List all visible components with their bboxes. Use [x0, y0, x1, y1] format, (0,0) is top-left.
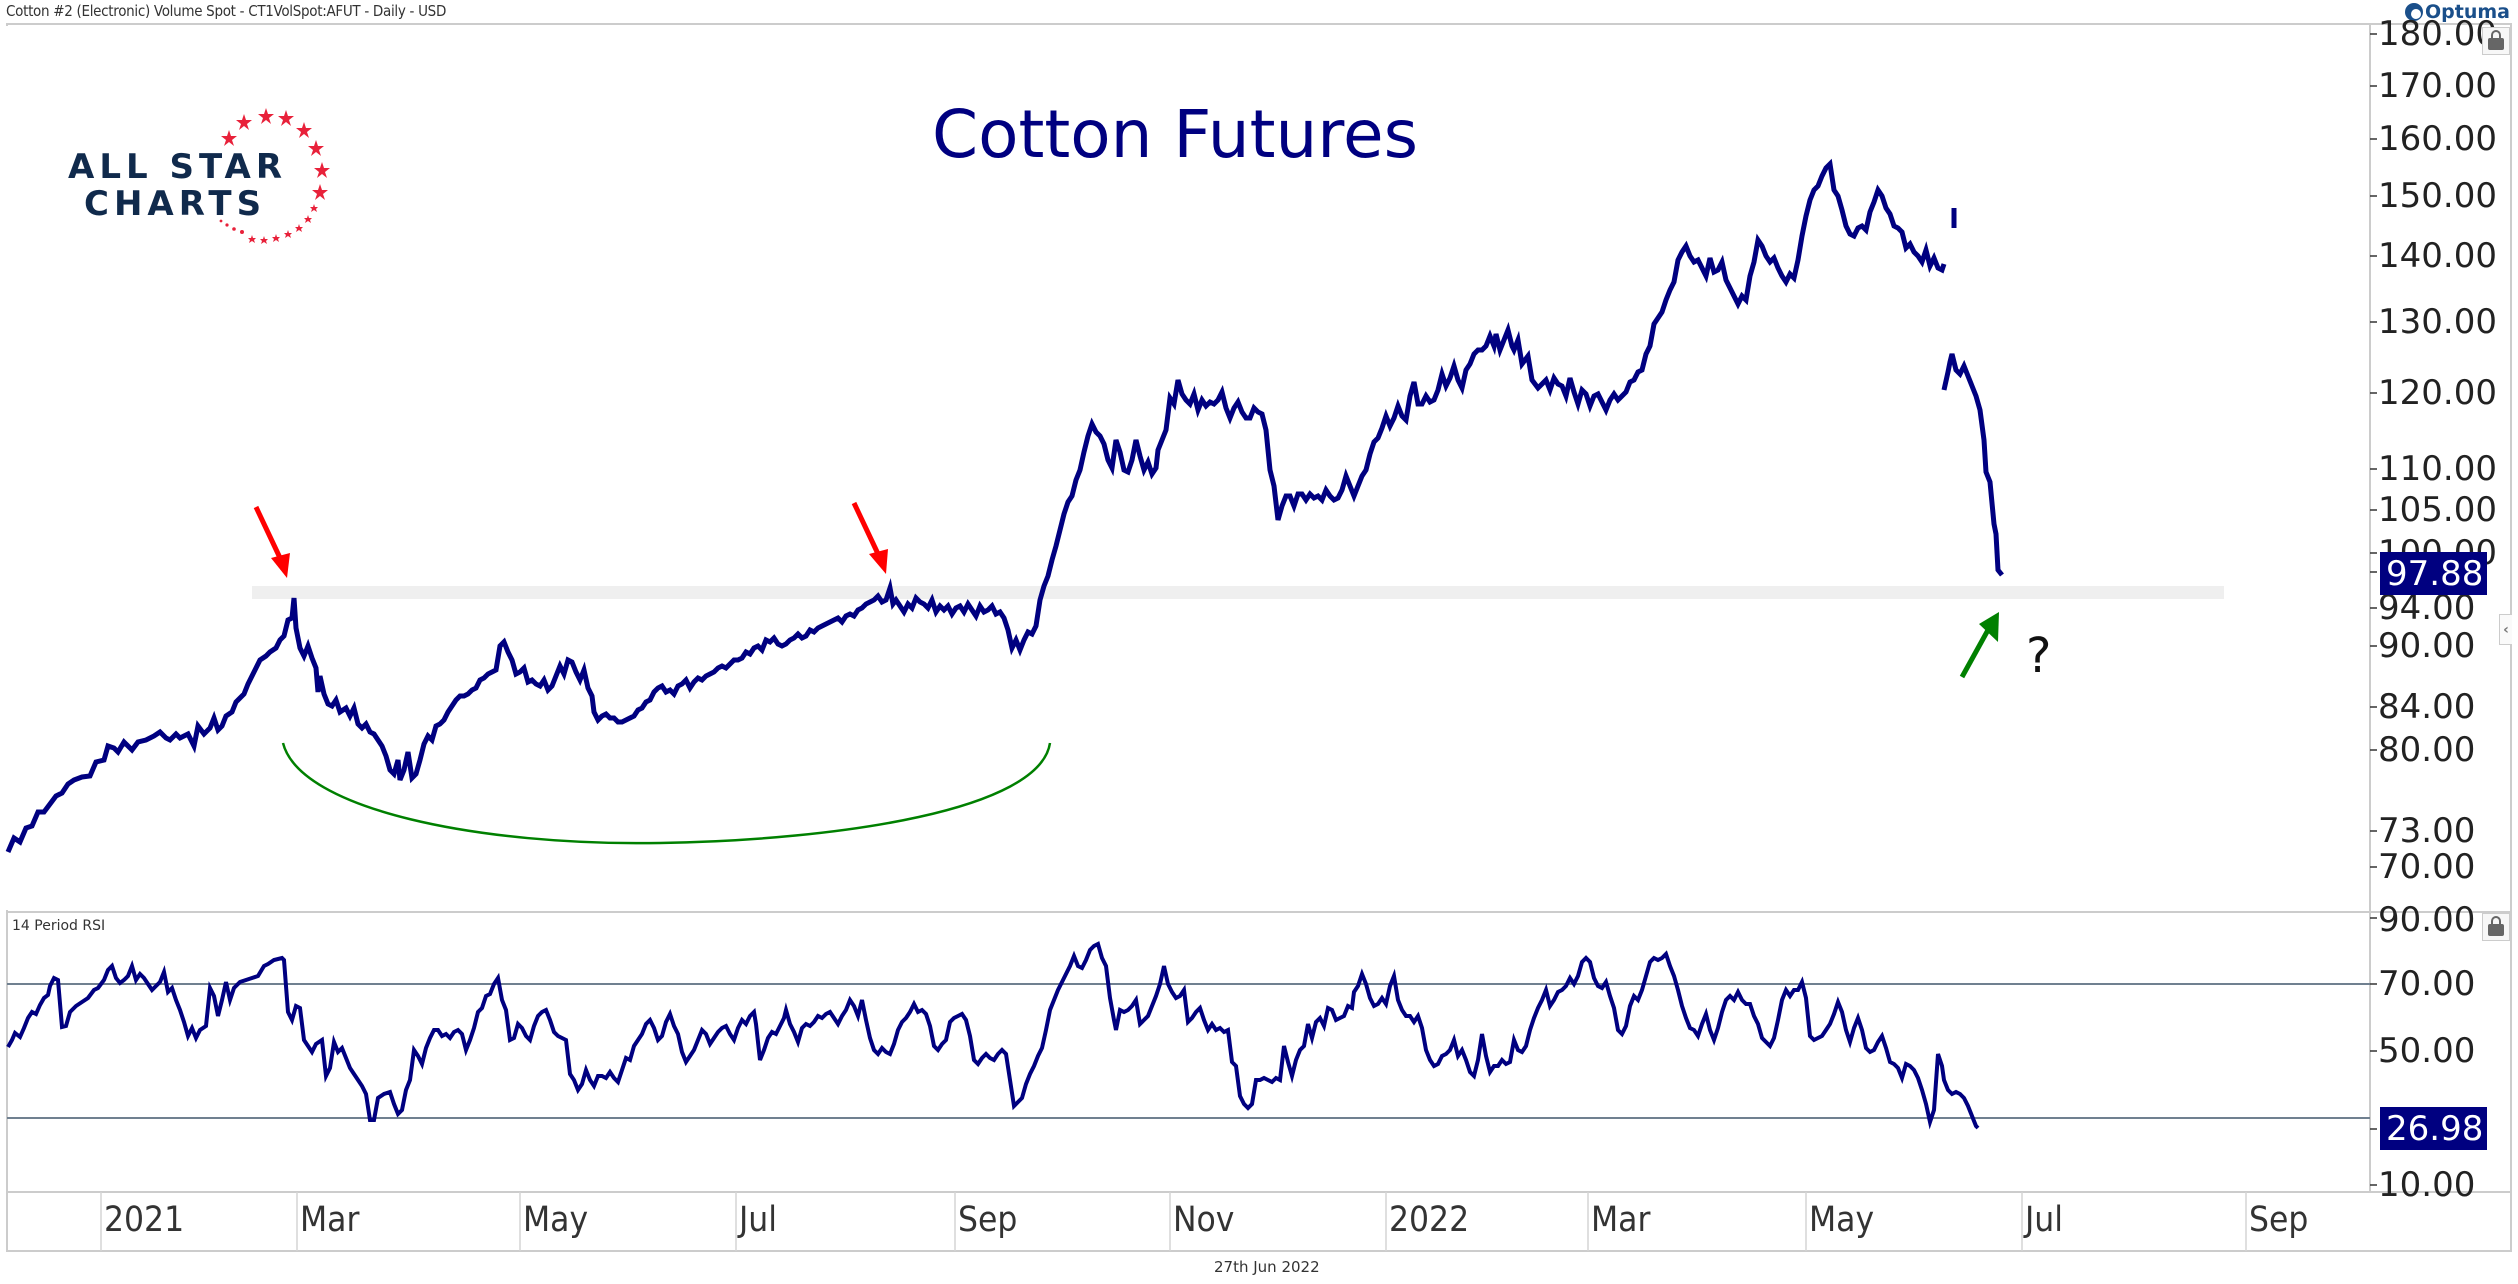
price-tick-84: 84.00	[2378, 687, 2476, 727]
rsi-panel-label: 14 Period RSI	[12, 918, 106, 934]
chart-date-footer: 27th Jun 2022	[1214, 1258, 1320, 1276]
rounding-base-arc	[281, 742, 1052, 845]
x-label-mar-2021: Mar	[300, 1200, 360, 1240]
question-mark-annotation: ?	[2026, 628, 2052, 684]
price-tick-73: 73.00	[2378, 811, 2476, 851]
x-label-jul-2022: Jul	[2025, 1200, 2063, 1240]
rsi-tick-90: 90.00	[2378, 900, 2476, 940]
price-tick-160: 160.00	[2378, 119, 2497, 159]
price-tick-90: 90.00	[2378, 626, 2476, 666]
last-rsi-badge: 26.98	[2380, 1107, 2488, 1150]
x-label-sep-2022: Sep	[2249, 1200, 2309, 1240]
rsi-tick-70: 70.00	[2378, 964, 2476, 1004]
x-label-may-2021: May	[523, 1200, 589, 1240]
x-axis-dividers	[100, 1192, 2247, 1251]
x-label-sep-2021: Sep	[958, 1200, 1018, 1240]
last-price-badge: 97.88	[2380, 552, 2488, 595]
rsi-line	[6, 941, 1980, 1130]
resistance-band-2	[252, 586, 2224, 599]
x-label-may-2022: May	[1809, 1200, 1875, 1240]
price-tick-180: 180.00	[2378, 14, 2497, 54]
logo-line1: ALL STAR	[68, 147, 288, 187]
chart-title: Cotton Futures	[932, 96, 1418, 173]
price-tick-94: 94.00	[2378, 588, 2476, 628]
x-label-2022: 2022	[1389, 1200, 1470, 1240]
price-tick-105: 105.00	[2378, 490, 2497, 530]
optuma-brand-label: Optuma	[2425, 1, 2510, 23]
collapse-panel-chevron-left-icon[interactable]: ‹	[2499, 614, 2512, 645]
price-tick-80: 80.00	[2378, 730, 2476, 770]
price-line-drop	[1941, 353, 2004, 577]
price-tick-110: 110.00	[2378, 449, 2497, 489]
allstarcharts-logo: ALL STAR CHARTS	[64, 100, 364, 260]
rsi-tick-50: 50.00	[2378, 1031, 2476, 1071]
price-tick-130: 130.00	[2378, 302, 2497, 342]
price-line-main	[5, 158, 1947, 853]
red-arrow-2	[851, 501, 888, 574]
rsi-tick-10: 10.00	[2378, 1165, 2476, 1205]
price-tick-marks	[2370, 33, 2377, 1186]
x-label-jul-2021: Jul	[739, 1200, 777, 1240]
price-tick-150: 150.00	[2378, 176, 2497, 216]
logo-line2: CHARTS	[84, 184, 267, 224]
price-tick-70: 70.00	[2378, 847, 2476, 887]
x-label-2021: 2021	[104, 1200, 185, 1240]
rsi-scale-lock-icon[interactable]	[2482, 913, 2510, 941]
x-label-nov-2021: Nov	[1173, 1200, 1235, 1240]
price-scale-lock-icon[interactable]	[2482, 27, 2510, 55]
optuma-brand: Optuma	[2405, 0, 2510, 24]
price-tick-170: 170.00	[2378, 66, 2497, 106]
green-arrow	[1959, 612, 1999, 679]
optuma-logo-icon	[2405, 3, 2424, 21]
price-tick-120: 120.00	[2378, 373, 2497, 413]
stars-ring-icon	[219, 108, 330, 244]
series-title: Cotton #2 (Electronic) Volume Spot - CT1…	[6, 2, 447, 20]
red-arrow-1	[253, 505, 290, 578]
price-tick-140: 140.00	[2378, 236, 2497, 276]
x-label-mar-2022: Mar	[1591, 1200, 1651, 1240]
